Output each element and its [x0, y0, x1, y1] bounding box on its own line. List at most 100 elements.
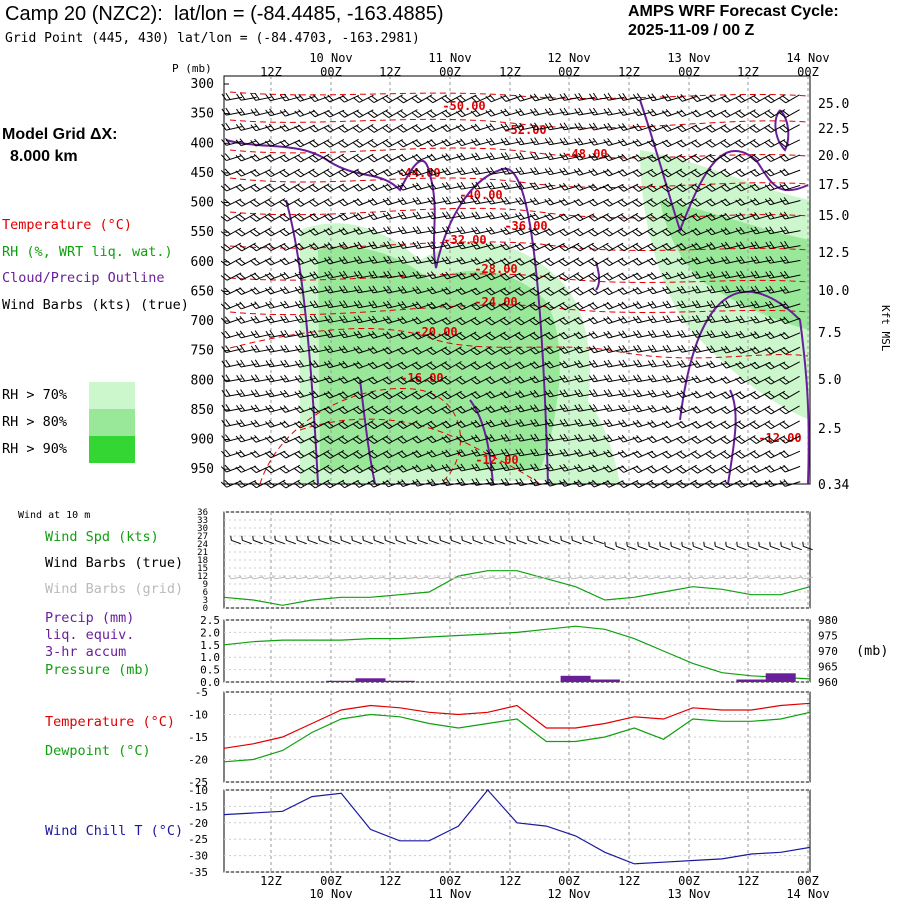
barb-shaft — [520, 392, 536, 398]
wind-barb-647 — [558, 331, 580, 340]
barb-shaft — [622, 407, 639, 413]
barb-flag — [504, 433, 510, 441]
barb-flag — [603, 303, 610, 310]
barb-flag — [779, 169, 786, 176]
wind-barb-834 — [441, 405, 462, 414]
wind-barb-261 — [617, 183, 639, 192]
barb-flag — [459, 317, 466, 324]
wind-barb-786 — [309, 390, 330, 399]
barb-flag — [500, 197, 506, 205]
wind-barb-646 — [544, 332, 565, 340]
barb-flag — [269, 359, 275, 367]
wind-barb-363 — [397, 226, 419, 235]
barb-shaft — [594, 272, 609, 281]
barb-flag — [470, 96, 477, 103]
barb-flag — [283, 139, 290, 146]
wind-barb-295 — [544, 197, 566, 206]
barb-flag — [250, 360, 256, 368]
barb-flag — [681, 329, 687, 337]
barb-shaft — [299, 273, 316, 280]
wind-barb-307 — [720, 198, 742, 207]
barb-shaft — [594, 287, 609, 296]
barb-flag — [591, 229, 599, 235]
barb-flag — [238, 243, 246, 250]
wind-barb-226 — [676, 168, 697, 178]
barb-flag — [386, 361, 393, 368]
barb-flag — [617, 302, 624, 310]
wind-barb-748 — [323, 375, 345, 384]
barb-flag — [720, 393, 727, 399]
temp-contour-label-2: -48.00 — [564, 147, 607, 161]
barb-flag — [371, 95, 378, 102]
barb-shaft — [715, 545, 725, 551]
barb-flag — [427, 197, 433, 205]
barb-shaft — [373, 333, 389, 339]
barb-flag — [720, 362, 727, 369]
barb-flag — [632, 259, 639, 266]
barb-shaft — [681, 363, 698, 368]
wind-barb-237 — [264, 183, 286, 193]
barb-shaft — [623, 212, 639, 222]
barb-flag — [753, 110, 761, 116]
barb-flag — [481, 574, 485, 580]
barb-flag — [327, 451, 334, 457]
wind-barb-969 — [705, 449, 727, 459]
barb-shaft — [725, 333, 742, 339]
barb-shaft — [741, 465, 756, 474]
surface-barb-true-42 — [692, 541, 703, 551]
barb-flag — [323, 392, 330, 399]
barb-flag — [356, 169, 364, 176]
barb-flag — [269, 315, 275, 323]
wind-barb-978 — [264, 465, 286, 474]
wind-barb-154 — [764, 139, 786, 148]
barb-flag — [455, 407, 463, 414]
cycle-value: 2025-11-09 / 00 Z — [628, 22, 755, 39]
wind-barb-907 — [367, 435, 389, 444]
wind-barb-691 — [633, 344, 654, 353]
barb-flag — [768, 392, 775, 398]
wind-barb-344 — [691, 213, 712, 222]
barb-shaft — [692, 576, 704, 580]
barb-flag — [574, 434, 580, 442]
barb-flag — [563, 463, 569, 471]
barb-shaft — [226, 155, 242, 162]
wind-barb-510 — [265, 286, 286, 295]
barb-shaft — [429, 539, 439, 545]
barb-flag — [725, 256, 731, 263]
barb-shaft — [461, 421, 477, 429]
barb-flag — [602, 574, 606, 580]
barb-flag — [588, 360, 595, 368]
barb-flag — [235, 466, 242, 473]
surface-barb-grid-10 — [338, 574, 352, 580]
barb-flag — [341, 125, 349, 131]
legend-rh80-label: RH > 80% — [2, 414, 68, 430]
barb-flag — [474, 94, 481, 101]
surface-barb-grid-22 — [470, 574, 484, 580]
wind-barb-827 — [338, 405, 359, 414]
temperature-contour-3 — [229, 177, 809, 188]
wind-barb-974 — [779, 450, 801, 459]
barb-flag — [441, 450, 448, 458]
barb-flag — [533, 346, 540, 353]
wind-speed-line — [223, 570, 811, 606]
barb-flag — [632, 186, 639, 192]
barb-flag — [530, 419, 536, 427]
barb-shaft — [741, 138, 756, 148]
barb-flag — [313, 285, 319, 293]
wind-barb-183 — [617, 153, 639, 162]
barb-shaft — [681, 95, 698, 102]
surface-barb-grid-41 — [679, 574, 693, 580]
barb-flag — [489, 108, 496, 116]
barb-shaft — [270, 450, 286, 459]
wind-barb-721 — [500, 361, 521, 370]
barb-shaft — [741, 480, 756, 488]
surface-barb-true-33 — [593, 535, 604, 545]
wind-barb-1040 — [602, 480, 624, 488]
surface-barb-grid-1 — [239, 574, 253, 580]
wind-barb-751 — [367, 376, 389, 385]
barb-flag — [723, 574, 727, 580]
surface-barb-true-6 — [296, 535, 307, 545]
barb-shaft — [726, 94, 742, 103]
wind-barb-965 — [647, 450, 668, 459]
barb-flag — [342, 241, 349, 249]
